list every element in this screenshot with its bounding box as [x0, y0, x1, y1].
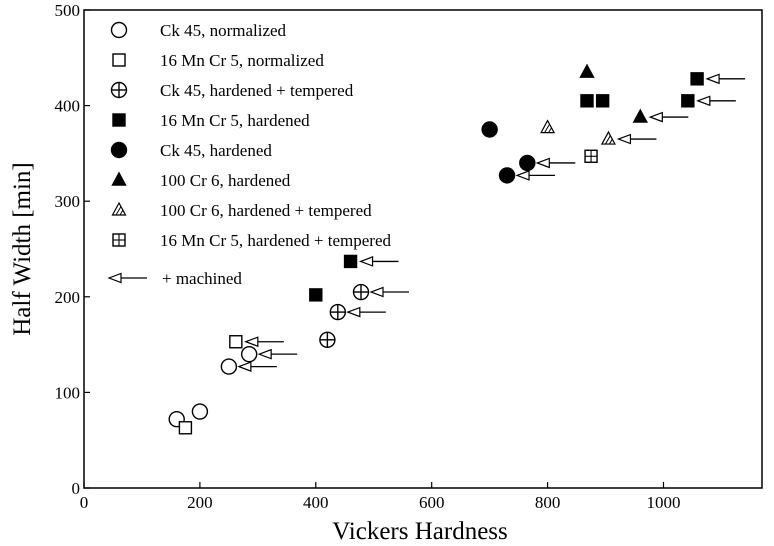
x-axis: 0 200 400 600 800 1000: [80, 482, 680, 512]
data-point: [343, 254, 358, 269]
data-point: [632, 108, 648, 123]
legend-entry: 16 Mn Cr 5, normalized: [160, 51, 324, 70]
legend-marker: [110, 21, 128, 39]
machined-arrow: [369, 286, 409, 298]
legend-marker: [111, 201, 127, 216]
data-point: [580, 94, 594, 108]
legend-machined-arrow: [107, 272, 147, 284]
y-tick-label: 200: [55, 288, 81, 307]
legend-entry: 16 Mn Cr 5, hardened: [160, 111, 310, 130]
machined-arrow: [346, 306, 386, 318]
plot-frame: [83, 9, 763, 489]
machined-arrow: [237, 361, 277, 372]
machined-arrow: [515, 170, 556, 181]
data-point: [584, 149, 598, 163]
data-point: [191, 403, 209, 420]
data-point: [309, 288, 323, 302]
y-axis-title: Half Width [min]: [9, 162, 36, 336]
legend-entry: 16 Mn Cr 5, hardened + tempered: [160, 231, 391, 250]
machined-arrows: [237, 73, 746, 372]
legend-marker: [111, 171, 127, 186]
machined-arrow: [244, 336, 284, 348]
data-point: [690, 72, 704, 86]
legend-marker: [112, 233, 126, 247]
legend-marker: [112, 53, 126, 67]
machined-arrow: [616, 133, 657, 145]
legend-marker: [110, 141, 128, 159]
y-tick-label: 400: [55, 97, 81, 116]
x-axis-title: Vickers Hardness: [332, 518, 508, 545]
data-points: [168, 63, 704, 435]
data-point: [240, 345, 258, 363]
data-point: [681, 94, 695, 108]
machined-arrow: [358, 256, 399, 267]
legend-entry: Ck 45, normalized: [160, 21, 287, 40]
x-tick-label: 200: [187, 493, 213, 512]
machined-arrow: [648, 111, 689, 123]
machined-arrow: [535, 157, 576, 169]
legend-entry: 100 Cr 6, hardened: [160, 171, 291, 190]
x-tick-label: 400: [303, 493, 329, 512]
data-point: [579, 63, 595, 78]
x-tick-label: 1000: [646, 493, 680, 512]
machined-arrow: [705, 73, 746, 85]
data-point: [595, 94, 610, 108]
data-point: [319, 331, 336, 349]
x-tick-label: 800: [535, 493, 561, 512]
data-point: [178, 421, 193, 435]
data-point: [540, 119, 556, 134]
legend-entry: Ck 45, hardened: [160, 141, 272, 160]
machined-arrow: [257, 348, 298, 360]
data-point: [600, 130, 616, 145]
data-point: [498, 167, 516, 184]
legend-entry-machined: + machined: [162, 269, 242, 288]
data-point: [220, 358, 238, 375]
y-tick-label: 100: [55, 383, 81, 402]
legend: Ck 45, normalized 16 Mn Cr 5, normalized C…: [107, 21, 391, 288]
y-tick-label: 0: [72, 479, 81, 498]
y-tick-label: 300: [55, 192, 81, 211]
data-point: [229, 335, 243, 349]
data-point: [481, 121, 498, 138]
legend-marker: [112, 113, 126, 127]
legend-marker: [110, 81, 128, 99]
data-point: [352, 283, 370, 301]
x-tick-label: 600: [419, 493, 445, 512]
legend-entry: 100 Cr 6, hardened + tempered: [160, 201, 372, 220]
machined-arrow: [696, 95, 736, 107]
data-point: [519, 154, 536, 172]
data-point: [329, 303, 347, 321]
y-axis: 0 100 200 300 400 500: [55, 1, 90, 498]
x-tick-label: 0: [80, 493, 89, 512]
y-tick-label: 500: [55, 1, 81, 20]
legend-entry: Ck 45, hardened + tempered: [160, 81, 354, 100]
